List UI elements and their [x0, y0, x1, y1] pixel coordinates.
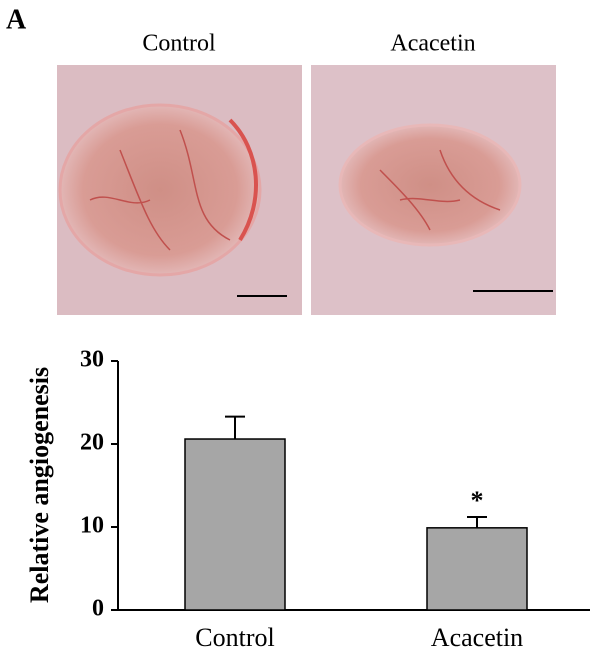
y-tick-label: 0: [92, 596, 104, 622]
y-tick-label: 10: [80, 513, 104, 539]
photo: [57, 65, 302, 315]
y-tick-label: 30: [80, 347, 104, 373]
image-title: Acacetin: [390, 31, 475, 57]
bar: [184, 438, 286, 611]
y-tick-label: 20: [80, 430, 104, 456]
y-axis-label: Relative angiogenesis: [25, 367, 54, 603]
x-tick-label: Control: [195, 623, 274, 652]
photo: [311, 65, 556, 315]
x-tick-label: Acacetin: [431, 623, 523, 652]
panel-label: A: [6, 4, 27, 35]
bar: [426, 527, 528, 611]
image-title: Control: [142, 31, 216, 57]
significance-marker: *: [471, 486, 484, 515]
